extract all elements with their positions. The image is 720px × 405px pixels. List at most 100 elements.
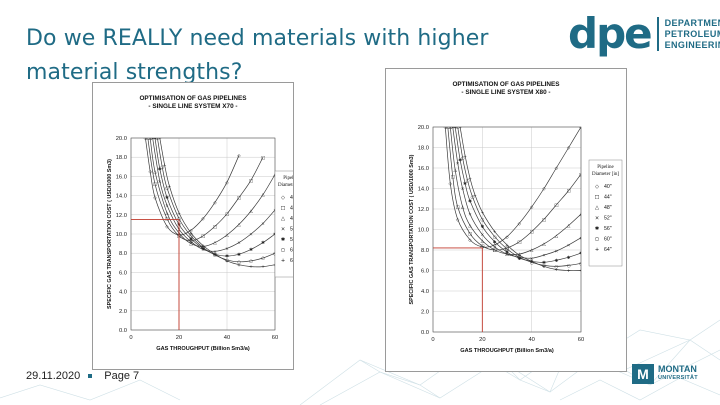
chart0-series-group: ◇◇◇◇◇◇◇◇◇◇□□□□□□□□□□□△△△△△△△△△△△△×××××××…	[144, 136, 275, 270]
chart0-legend-marker: ○	[281, 248, 286, 254]
chart0-series-point: +	[158, 136, 162, 142]
chart0-series-point: ◇	[165, 225, 169, 230]
chart0-series-point: ○	[201, 246, 205, 251]
chart1-series-point: +	[567, 268, 571, 274]
chart1-series-point: ✱	[579, 251, 583, 257]
chart1-series-point: ×	[493, 245, 497, 251]
chart1-series-point: ×	[517, 255, 521, 261]
chart1-legend-label: 40"	[604, 184, 612, 190]
chart1-series-point: +	[530, 259, 534, 265]
chart0-series-point: +	[201, 243, 205, 249]
chart0-series-line	[149, 138, 275, 247]
chart1-series-point: ◇	[530, 206, 534, 211]
chart0-series-point: +	[189, 231, 193, 237]
chart1-series-point: ◇	[505, 235, 509, 240]
chart1-legend-label: 56"	[604, 226, 612, 232]
chart0-legend-box	[274, 170, 293, 278]
chart0-series-point: ◇	[148, 170, 152, 175]
chart0-legend-marker: +	[281, 258, 285, 264]
chart0-series-point: +	[225, 258, 229, 264]
chart0-xtick-label: 60	[272, 335, 278, 341]
chart0-series-point: ✱	[201, 246, 205, 252]
logo-line-1: DEPARTMENT	[664, 17, 720, 28]
chart1-ytick-label: 20.0	[418, 125, 429, 131]
chart1-series-point: ◇	[444, 126, 448, 131]
chart1-xtick-label: 40	[528, 337, 534, 343]
chart-x80-title: OPTIMISATION OF GAS PIPELINES - SINGLE L…	[386, 81, 626, 97]
chart0-legend-label: 48"	[290, 216, 293, 222]
chart0-series-point: ×	[225, 246, 229, 252]
footer-date: 29.11.2020	[26, 370, 81, 382]
logo-divider	[656, 17, 659, 51]
chart0-y-axis-label: SPECIFIC GAS TRANSPORTATION COST ( USD/1…	[107, 159, 113, 309]
chart1-series-point: △	[449, 126, 453, 131]
chart-x70-title-line2: - SINGLE LINE SYSTEM X70 -	[148, 103, 238, 110]
chart0-series-point: ×	[237, 240, 241, 246]
chart0-legend-marker: ◇	[281, 195, 285, 201]
chart0-series-point: ◇	[201, 217, 205, 222]
chart1-series-point: ○	[579, 262, 583, 267]
chart1-series-point: +	[473, 192, 477, 198]
chart1-series-point: □	[530, 230, 534, 235]
chart1-legend-label: 52"	[604, 216, 612, 222]
chart0-legend-marker: □	[281, 206, 286, 212]
chart0-legend-label: 52"	[290, 227, 293, 233]
chart1-series-point: ×	[451, 125, 455, 131]
chart1-legend-box	[588, 159, 623, 267]
chart1-series-point: △	[530, 249, 534, 254]
chart1-xtick-label: 60	[578, 337, 584, 343]
chart1-series-line	[459, 127, 581, 271]
chart1-series-point: □	[579, 173, 583, 178]
chart-x80-title-line1: OPTIMISATION OF GAS PIPELINES	[452, 81, 560, 88]
chart-x70: OPTIMISATION OF GAS PIPELINES - SINGLE L…	[92, 82, 294, 370]
chart0-series-point: △	[213, 241, 217, 246]
chart0-series-point: □	[237, 196, 241, 201]
chart1-series-point: □	[554, 204, 558, 209]
chart0-series-point: ×	[213, 249, 217, 255]
chart0-series-point: ◇	[225, 181, 229, 186]
chart1-series-point: △	[461, 206, 465, 211]
chart1-series-point: +	[542, 264, 546, 270]
chart1-series-point: ✱	[453, 125, 457, 131]
chart1-series-point: ×	[505, 252, 509, 258]
chart0-legend-label: 56"	[290, 237, 293, 243]
chart0-legend-label: 44"	[290, 206, 293, 212]
chart1-series-point: ×	[530, 256, 534, 262]
chart1-series-line	[444, 127, 581, 248]
chart1-series-point: ×	[456, 160, 460, 166]
chart0-series-point: +	[213, 252, 217, 258]
chart1-series-line	[457, 127, 581, 267]
chart1-series-point: ◇	[468, 238, 472, 243]
chart1-ytick-label: 14.0	[418, 187, 429, 193]
chart1-legend-title: Diameter [in]	[592, 172, 619, 177]
chart0-legend: Pipeline Diameter [in] ◇ 40" □ 44" △ 48" × 52" ✱ 56…	[274, 170, 293, 278]
chart1-series-line	[447, 127, 581, 251]
chart0-ytick-label: 8.0	[119, 251, 127, 257]
chart1-series-point: □	[456, 206, 460, 211]
chart1-series-point: +	[579, 268, 583, 274]
chart1-series-point: ✱	[530, 259, 534, 265]
chart1-series-point: ✱	[505, 250, 509, 256]
chart0-ytick-label: 18.0	[116, 155, 127, 161]
logo-text: DEPARTMENT PETROLEUM ENGINEERING	[665, 18, 720, 51]
chart0-series-point: △	[249, 210, 253, 215]
chart1-series-point: □	[542, 218, 546, 223]
chart1-series-line	[452, 127, 581, 259]
chart1-series-point: △	[493, 249, 497, 254]
chart0-series-point: ○	[213, 254, 217, 259]
chart0-legend-label: 40"	[290, 195, 293, 201]
footer-page: Page 7	[104, 370, 140, 382]
chart1-ytick-label: 18.0	[418, 146, 429, 152]
chart0-legend-label: 60"	[290, 248, 293, 254]
chart0-series-point: △	[189, 242, 193, 247]
chart1-plot-border	[432, 126, 582, 333]
chart1-series-point: ✱	[468, 198, 472, 204]
chart0-series-point: △	[153, 170, 157, 175]
dpe-logo: dpe DEPARTMENT PETROLEUM ENGINEERING	[568, 13, 720, 55]
chart0-ytick-label: 4.0	[119, 290, 127, 296]
chart1-series-point: +	[480, 210, 484, 216]
chart1-legend-label: 48"	[604, 205, 612, 211]
chart0-series-point: ✱	[158, 166, 162, 172]
chart0-series-point: ✱	[237, 252, 241, 258]
chart1-series-point: ✱	[554, 258, 558, 264]
